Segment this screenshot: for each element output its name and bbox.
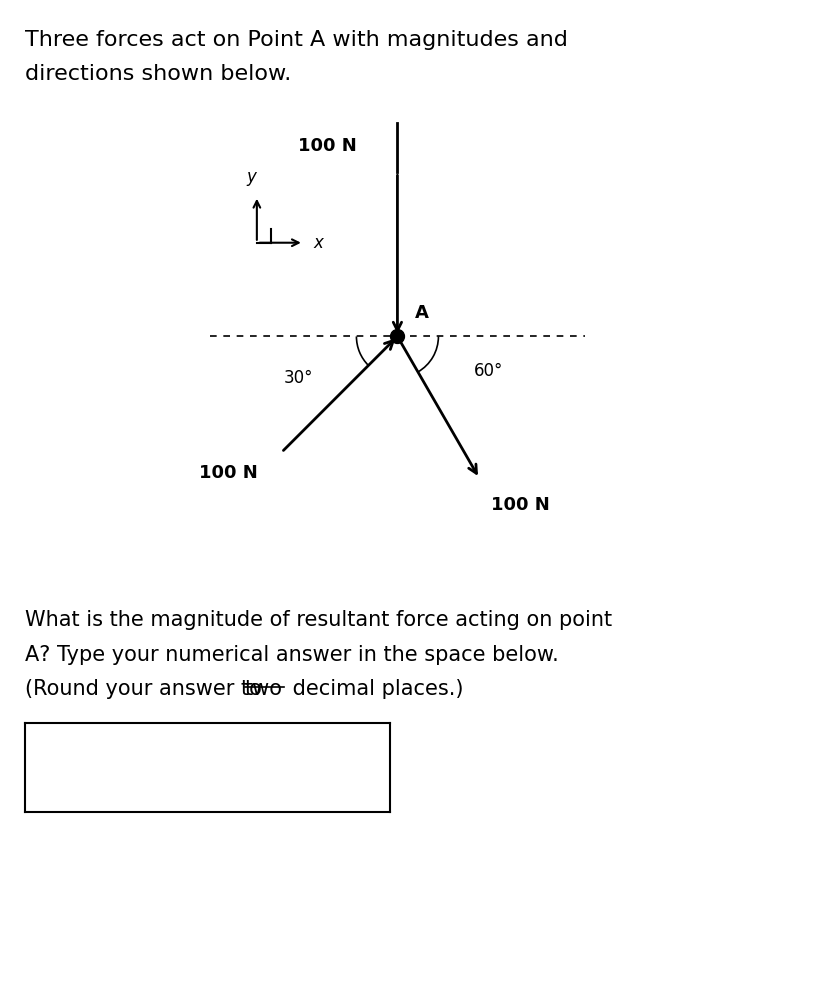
Text: y: y (246, 168, 256, 187)
Text: Three forces act on Point A with magnitudes and: Three forces act on Point A with magnitu… (25, 30, 568, 49)
Text: A: A (415, 304, 429, 323)
Text: (Round your answer to: (Round your answer to (25, 679, 268, 699)
Text: 30°: 30° (284, 369, 313, 388)
Text: 100 N: 100 N (199, 464, 258, 482)
Text: 60°: 60° (474, 362, 503, 380)
Text: directions shown below.: directions shown below. (25, 64, 291, 84)
Text: What is the magnitude of resultant force acting on point: What is the magnitude of resultant force… (25, 610, 612, 630)
Text: decimal places.): decimal places.) (286, 679, 464, 699)
Text: 100 N: 100 N (298, 137, 356, 154)
Text: two: two (245, 679, 283, 699)
Text: x: x (313, 234, 323, 252)
Text: 100 N: 100 N (491, 496, 550, 514)
Text: A? Type your numerical answer in the space below.: A? Type your numerical answer in the spa… (25, 645, 559, 664)
